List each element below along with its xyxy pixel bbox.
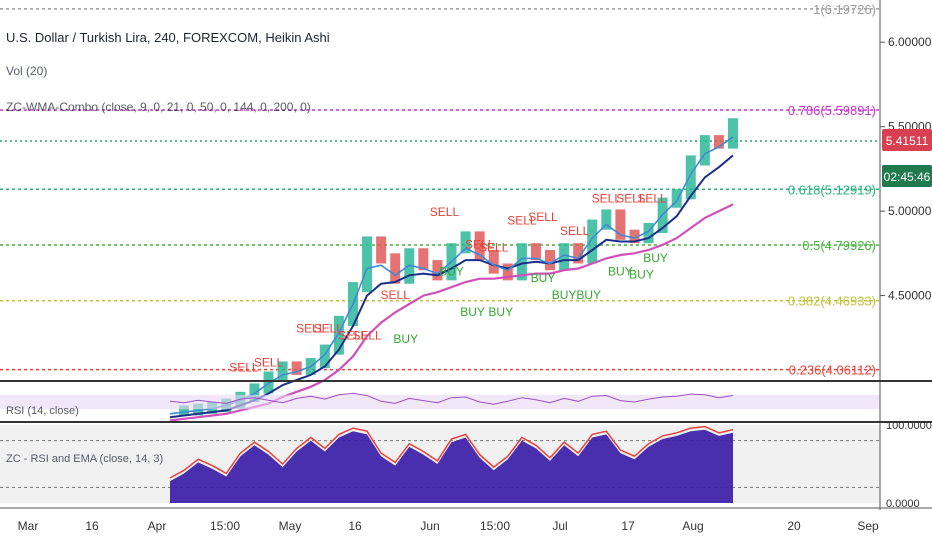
fib-level-label: 0.236(4.06112) (789, 363, 876, 378)
fib-level-label: 1(6.19726) (813, 2, 876, 17)
sell-signal-label: SELL (352, 328, 382, 342)
countdown-text: 02:45:46 (884, 170, 931, 184)
buy-signal-label: BUY (629, 268, 654, 282)
candle (488, 249, 499, 274)
sell-signal-label: SELL (296, 322, 326, 336)
sell-signal-label: SELL (507, 214, 537, 228)
indicator-legend: ZC-WMA-Combo (close, 9, 0, 21, 0, 50, 0,… (6, 100, 311, 114)
candle (559, 243, 570, 271)
candle (460, 231, 471, 254)
volume-legend: Vol (20) (6, 64, 48, 78)
sell-signal-label: SELL (592, 192, 622, 206)
candle (601, 209, 612, 230)
candle (728, 118, 738, 149)
candle (474, 231, 485, 261)
sell-signal-label: SELL (338, 328, 368, 342)
x-tick-label: 17 (621, 519, 635, 533)
buy-signal-label: BUY (552, 288, 577, 302)
wma-fast-line (169, 136, 734, 415)
x-tick-label: 15:00 (210, 519, 240, 533)
fib-level-label: 0.786(5.59891) (788, 103, 876, 118)
buy-signal-label: BUY (643, 251, 668, 265)
x-tick-label: Aug (682, 519, 703, 533)
sell-signal-label: SELL (479, 241, 509, 255)
sell-signal-label: SELL (314, 322, 344, 336)
x-tick-label: Jun (420, 519, 439, 533)
candle (545, 249, 556, 271)
oscillator-legend: ZC - RSI and EMA (close, 14, 3) (6, 453, 164, 465)
candle (699, 135, 710, 166)
sell-signal-label: SELL (254, 355, 284, 369)
candle (502, 263, 513, 281)
sell-signal-label: SELL (381, 288, 411, 302)
buy-signal-label: BUY (460, 305, 485, 319)
candle (516, 243, 527, 281)
candle (179, 405, 190, 416)
buy-signal-label: BUY (393, 332, 418, 346)
sell-signal-label: SELL (616, 192, 646, 206)
x-tick-label: 16 (85, 519, 99, 533)
last-price-text: 5.41511 (886, 134, 929, 148)
candle (573, 243, 584, 264)
sell-signal-label: SELL (528, 210, 558, 224)
candle (390, 253, 401, 284)
sell-signal-label: SELL (465, 237, 495, 251)
candle (587, 219, 598, 264)
candle (319, 344, 330, 369)
candle (277, 361, 288, 382)
buy-signal-label: BUY (576, 288, 601, 302)
sell-signal-label: SELL (430, 205, 460, 219)
candle (333, 315, 344, 355)
x-tick-label: 20 (787, 519, 801, 533)
x-tick-label: May (279, 519, 302, 533)
osc-y-tick-label: 100.0000 (886, 420, 932, 432)
candle (291, 361, 302, 375)
x-tick-label: Mar (18, 519, 39, 533)
candle (362, 236, 373, 293)
x-tick-label: Apr (148, 519, 167, 533)
chart-title: U.S. Dollar / Turkish Lira, 240, FOREXCO… (6, 30, 330, 45)
candle (643, 222, 654, 244)
x-tick-label: Sep (857, 519, 879, 533)
last-price-badge (882, 129, 932, 152)
candle (629, 229, 640, 244)
sell-signal-label: SELL (560, 224, 590, 238)
rsi-legend: RSI (14, close) (6, 405, 79, 417)
candle (432, 260, 443, 281)
x-tick-label: 16 (348, 519, 362, 533)
candle (615, 209, 626, 240)
candle (530, 243, 541, 261)
osc-ema-line (169, 425, 734, 479)
y-tick-label: 4.50000 (888, 289, 932, 303)
buy-signal-label: BUY (531, 271, 556, 285)
buy-signal-label: BUY (608, 264, 633, 278)
price-axis-bg (880, 0, 932, 510)
fib-level-label: 0.618(5.12919) (788, 182, 876, 197)
buy-signal-label: BUY (488, 305, 513, 319)
x-tick-label: 15:00 (480, 519, 510, 533)
rsi-line (169, 392, 734, 405)
x-tick-label: Jul (552, 519, 567, 533)
fib-level-label: 0.5(4.79926) (802, 238, 876, 253)
y-tick-label: 6.00000 (888, 35, 932, 49)
osc-area (170, 429, 733, 503)
countdown-badge (882, 165, 932, 188)
candle (713, 135, 724, 149)
candle (418, 248, 429, 271)
sell-signal-label: SELL (229, 361, 259, 375)
sell-signal-label: SELL (637, 192, 667, 206)
fib-level-label: 0.382(4.46933) (788, 294, 876, 309)
candle (193, 403, 204, 416)
osc-y-tick-label: 0.0000 (886, 498, 920, 510)
candle (671, 189, 682, 208)
candle (685, 155, 696, 200)
candle (376, 236, 387, 264)
buy-signal-label: BUY (439, 264, 464, 278)
y-tick-label: 5.00000 (888, 204, 932, 218)
